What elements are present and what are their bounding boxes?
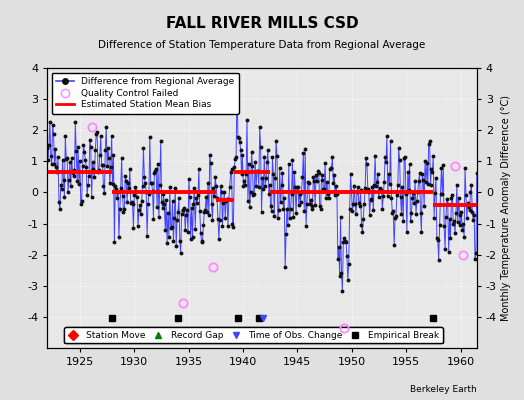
Text: Berkeley Earth: Berkeley Earth bbox=[410, 385, 477, 394]
Text: Difference of Station Temperature Data from Regional Average: Difference of Station Temperature Data f… bbox=[99, 40, 425, 50]
Legend: Station Move, Record Gap, Time of Obs. Change, Empirical Break: Station Move, Record Gap, Time of Obs. C… bbox=[64, 327, 443, 344]
Text: FALL RIVER MILLS CSD: FALL RIVER MILLS CSD bbox=[166, 16, 358, 31]
Y-axis label: Monthly Temperature Anomaly Difference (°C): Monthly Temperature Anomaly Difference (… bbox=[501, 95, 511, 321]
